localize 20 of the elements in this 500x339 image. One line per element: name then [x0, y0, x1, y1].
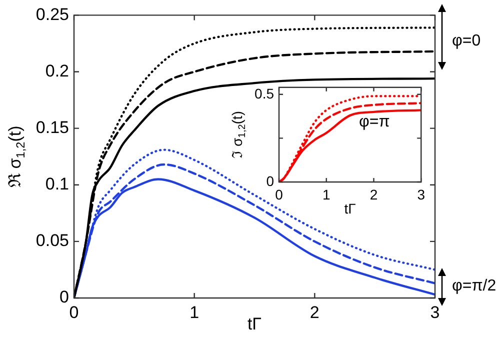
- x-axis-title: tΓ: [344, 200, 356, 216]
- text: φ=0: [452, 32, 481, 50]
- annotation: φ=π: [359, 113, 390, 130]
- y-tick-label: 0.2: [45, 61, 69, 80]
- x-tick-label: 2: [370, 186, 378, 202]
- x-tick-label: 1: [322, 186, 330, 202]
- y-axis-title: ℑ σ1,2(t): [228, 111, 248, 158]
- y-tick-label: 0.25: [36, 4, 69, 24]
- y-tick-label: 0: [60, 288, 69, 307]
- x-axis-title: tΓ: [247, 314, 262, 334]
- x-tick-label: 1: [190, 302, 200, 322]
- y-tick-label: 0.15: [36, 118, 69, 138]
- x-tick-label: 2: [310, 302, 320, 322]
- y-tick-label: 0.05: [36, 231, 69, 250]
- x-tick-label: 3: [430, 302, 440, 322]
- y-axis-title: ℜ σ1,2(t): [6, 126, 28, 188]
- x-tick-label: 3: [417, 186, 426, 202]
- y-tick-label: 0.5: [254, 85, 274, 102]
- text: φ=π/2: [452, 277, 496, 294]
- y-tick-label: 0.1: [45, 174, 69, 194]
